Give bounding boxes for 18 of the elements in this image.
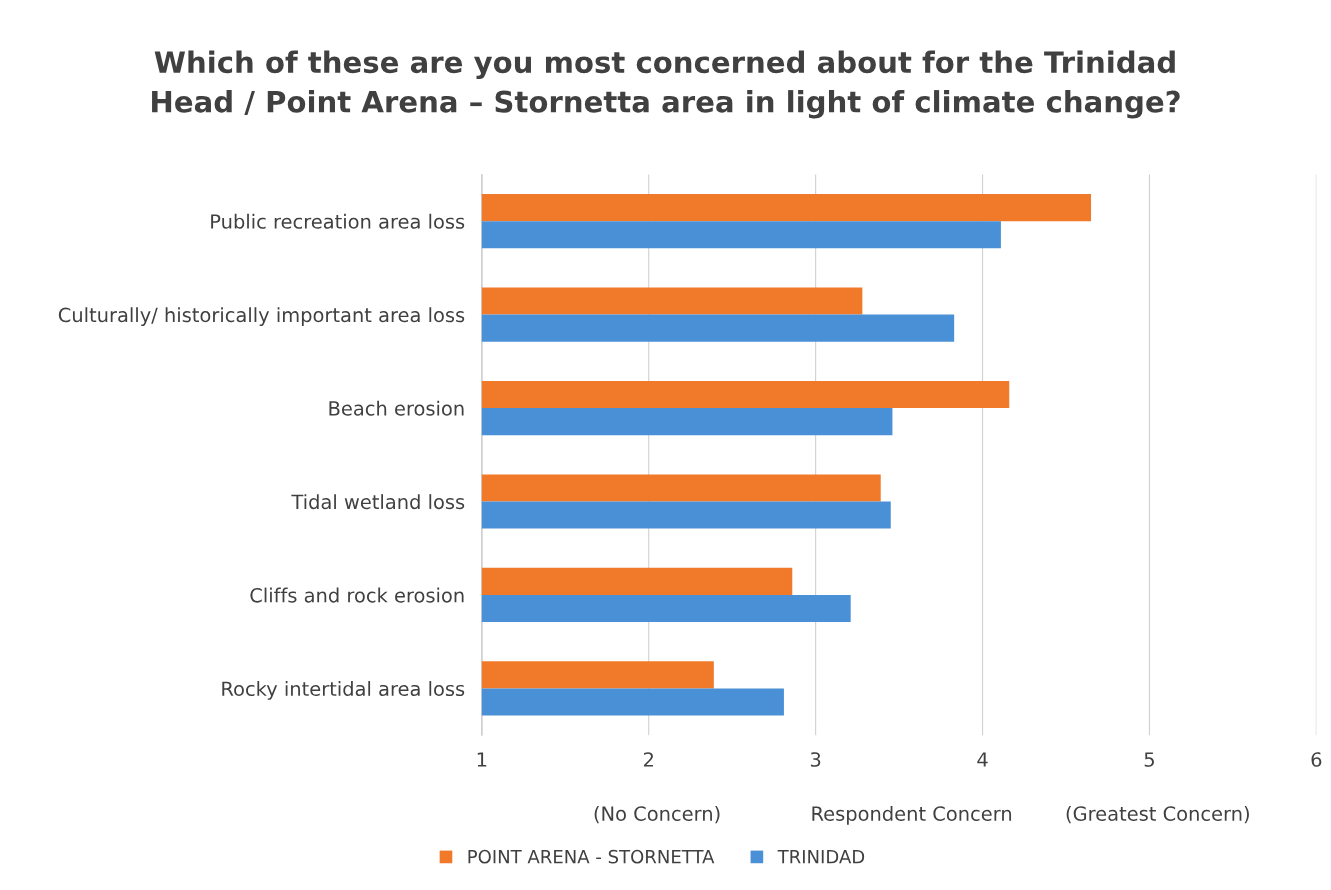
text: (No Concern)	[594, 805, 720, 824]
x-tick-label: 4	[977, 752, 988, 767]
y-tick-label: Beach erosion	[329, 400, 464, 416]
y-tick-label: Culturally/ historically important area loss	[58, 307, 465, 327]
y-tick-label: Public recreation area loss	[211, 213, 465, 229]
text: (Greatest Concern)	[1066, 805, 1249, 824]
x-tick-label: 3	[810, 752, 821, 767]
y-tick-label: Rocky intertidal area loss	[222, 681, 465, 700]
y-tick-label: Cliffs and rock erosion	[250, 587, 464, 603]
x-tick-label: 5	[1144, 752, 1154, 767]
chart-title: Which of these are you most concerned about for the Trinidad Head / Point Arena – Stornetta area in light of climate change?	[152, 50, 1180, 119]
x-tick-label: 1	[477, 752, 487, 767]
y-tick-label: Tidal wetland loss	[291, 494, 465, 510]
x-tick-label: 6	[1311, 752, 1322, 767]
legend-label: TRINIDAD	[777, 850, 865, 864]
x-tick-label: 2	[643, 752, 653, 767]
x-axis-title: Respondent Concern	[812, 805, 1012, 825]
legend-label: POINT ARENA - STORNETTA	[468, 849, 715, 864]
